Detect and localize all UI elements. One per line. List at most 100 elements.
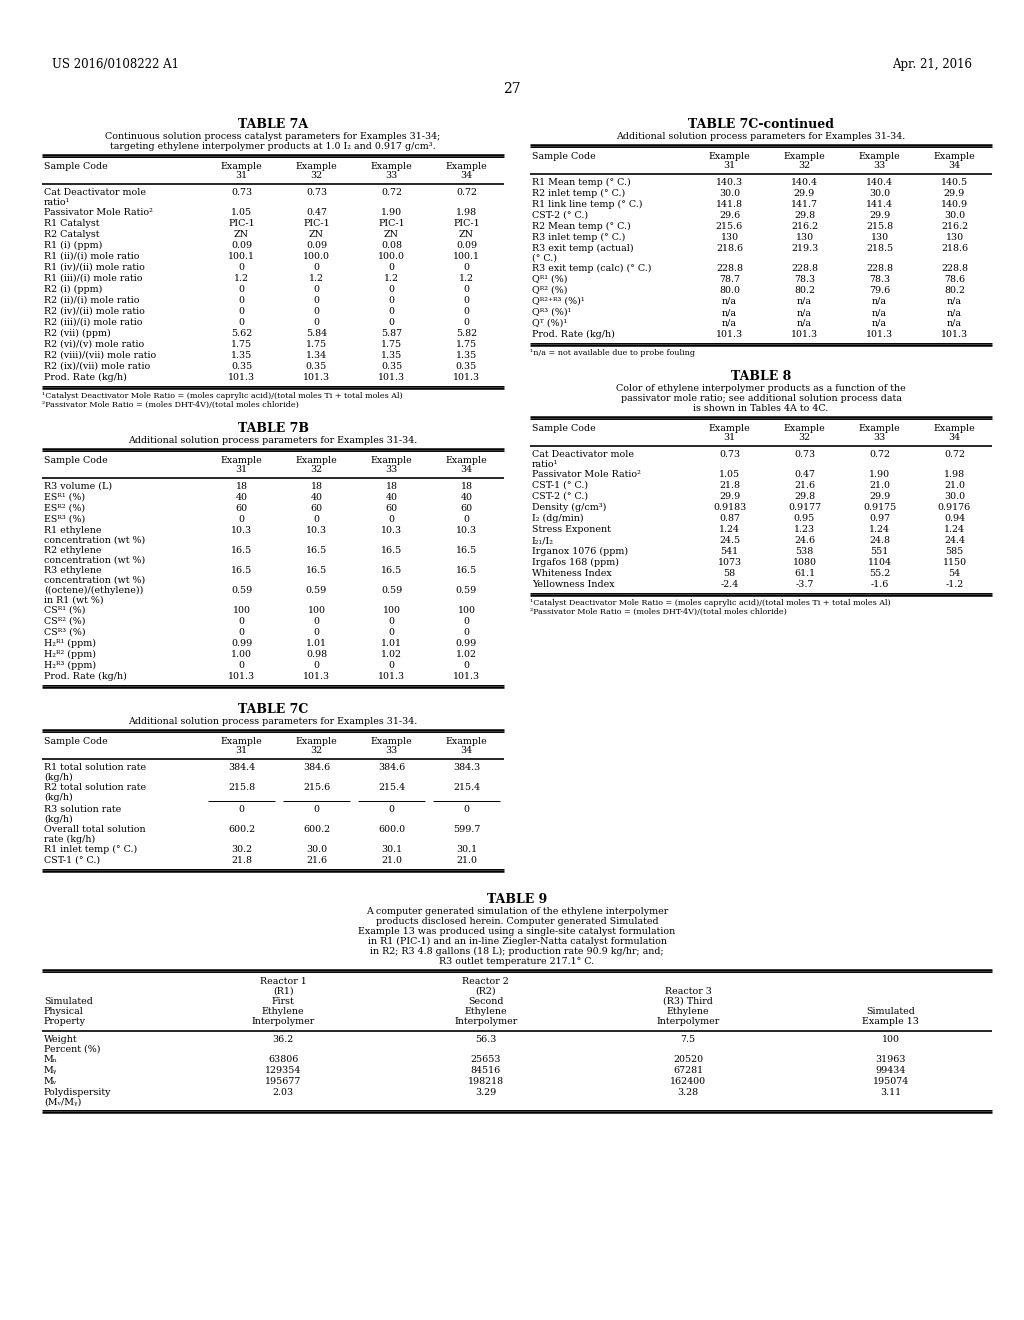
Text: 30.2: 30.2 (231, 845, 252, 854)
Text: Prod. Rate (kg/h): Prod. Rate (kg/h) (44, 672, 127, 681)
Text: 100: 100 (458, 606, 475, 615)
Text: 0: 0 (388, 628, 394, 638)
Text: 5.84: 5.84 (306, 329, 327, 338)
Text: 55.2: 55.2 (869, 569, 890, 578)
Text: Example: Example (859, 424, 900, 433)
Text: R3 exit temp (actual): R3 exit temp (actual) (532, 244, 634, 253)
Text: TABLE 7A: TABLE 7A (238, 117, 308, 131)
Text: 130: 130 (796, 234, 813, 242)
Text: 21.0: 21.0 (944, 480, 965, 490)
Text: 20520: 20520 (673, 1055, 703, 1064)
Text: Example: Example (445, 162, 487, 172)
Text: Example: Example (783, 424, 825, 433)
Text: 140.9: 140.9 (941, 201, 968, 209)
Text: 0.98: 0.98 (306, 649, 327, 659)
Text: 198218: 198218 (468, 1077, 504, 1086)
Text: 21.0: 21.0 (456, 855, 477, 865)
Text: 32: 32 (310, 465, 323, 474)
Text: 600.2: 600.2 (303, 825, 330, 834)
Text: Whiteness Index: Whiteness Index (532, 569, 611, 578)
Text: products disclosed herein. Computer generated Simulated: products disclosed herein. Computer gene… (376, 917, 658, 927)
Text: 0.9183: 0.9183 (713, 503, 746, 512)
Text: 0: 0 (388, 263, 394, 272)
Text: TABLE 7C-continued: TABLE 7C-continued (688, 117, 834, 131)
Text: 0.35: 0.35 (306, 362, 327, 371)
Text: 0.87: 0.87 (719, 513, 740, 523)
Text: 30.0: 30.0 (719, 189, 740, 198)
Text: 78.3: 78.3 (794, 275, 815, 284)
Text: 31: 31 (723, 161, 735, 170)
Text: (kg/h): (kg/h) (44, 814, 73, 824)
Text: Sample Code: Sample Code (44, 455, 108, 465)
Text: 228.8: 228.8 (791, 264, 818, 273)
Text: 140.5: 140.5 (941, 178, 968, 187)
Text: 0: 0 (313, 285, 319, 294)
Text: Physical: Physical (44, 1007, 84, 1016)
Text: 101.3: 101.3 (791, 330, 818, 339)
Text: Example: Example (934, 424, 976, 433)
Text: -1.2: -1.2 (945, 579, 964, 589)
Text: Interpolymer: Interpolymer (252, 1016, 314, 1026)
Text: 141.7: 141.7 (791, 201, 818, 209)
Text: 0: 0 (239, 263, 245, 272)
Text: rate (kg/h): rate (kg/h) (44, 836, 95, 843)
Text: 0: 0 (388, 308, 394, 315)
Text: 25653: 25653 (470, 1055, 501, 1064)
Text: 30.1: 30.1 (381, 845, 402, 854)
Text: n/a: n/a (722, 308, 737, 317)
Text: H₂ᴿ³ (ppm): H₂ᴿ³ (ppm) (44, 661, 96, 671)
Text: in R1 (PIC-1) and an in-line Ziegler-Natta catalyst formulation: in R1 (PIC-1) and an in-line Ziegler-Nat… (368, 937, 667, 946)
Text: CST-2 (° C.): CST-2 (° C.) (532, 492, 588, 502)
Text: 33: 33 (385, 746, 397, 755)
Text: 1.2: 1.2 (234, 275, 249, 282)
Text: 32: 32 (310, 172, 323, 180)
Text: (R3) Third: (R3) Third (664, 997, 713, 1006)
Text: 60: 60 (461, 504, 472, 513)
Text: 5.62: 5.62 (230, 329, 252, 338)
Text: US 2016/0108222 A1: US 2016/0108222 A1 (52, 58, 179, 71)
Text: 0.35: 0.35 (230, 362, 252, 371)
Text: 215.6: 215.6 (303, 783, 330, 792)
Text: 16.5: 16.5 (381, 546, 402, 554)
Text: Sample Code: Sample Code (532, 424, 596, 433)
Text: TABLE 7B: TABLE 7B (238, 422, 308, 436)
Text: 0.72: 0.72 (869, 450, 890, 459)
Text: R1 (i) (ppm): R1 (i) (ppm) (44, 242, 102, 249)
Text: 16.5: 16.5 (230, 546, 252, 554)
Text: R1 link line temp (° C.): R1 link line temp (° C.) (532, 201, 642, 209)
Text: ZN: ZN (234, 230, 249, 239)
Text: TABLE 8: TABLE 8 (731, 370, 792, 383)
Text: 1.34: 1.34 (306, 351, 327, 360)
Text: n/a: n/a (947, 297, 962, 306)
Text: TABLE 7C: TABLE 7C (238, 704, 308, 715)
Text: Example: Example (445, 455, 487, 465)
Text: (R2): (R2) (475, 987, 496, 997)
Text: 100: 100 (232, 606, 251, 615)
Text: 130: 130 (721, 234, 738, 242)
Text: 600.2: 600.2 (228, 825, 255, 834)
Text: 100.0: 100.0 (378, 252, 406, 261)
Text: 0.59: 0.59 (306, 586, 327, 595)
Text: 24.6: 24.6 (794, 536, 815, 545)
Text: Passivator Mole Ratio²: Passivator Mole Ratio² (532, 470, 641, 479)
Text: 215.8: 215.8 (228, 783, 255, 792)
Text: Example: Example (709, 424, 751, 433)
Text: 34: 34 (461, 465, 472, 474)
Text: 0: 0 (464, 805, 469, 814)
Text: Example: Example (934, 152, 976, 161)
Text: 0.72: 0.72 (381, 187, 402, 197)
Text: n/a: n/a (947, 308, 962, 317)
Text: 80.2: 80.2 (794, 286, 815, 294)
Text: 31: 31 (236, 746, 248, 755)
Text: 34: 34 (948, 161, 961, 170)
Text: 0: 0 (313, 308, 319, 315)
Text: n/a: n/a (872, 308, 887, 317)
Text: 141.8: 141.8 (716, 201, 743, 209)
Text: R2 (viii)/(vii) mole ratio: R2 (viii)/(vii) mole ratio (44, 351, 157, 360)
Text: R2 (ii)/(i) mole ratio: R2 (ii)/(i) mole ratio (44, 296, 139, 305)
Text: 33: 33 (385, 172, 397, 180)
Text: ²Passivator Mole Ratio = (moles DHT-4V)/(total moles chloride): ²Passivator Mole Ratio = (moles DHT-4V)/… (530, 609, 786, 616)
Text: Overall total solution: Overall total solution (44, 825, 145, 834)
Text: Example: Example (296, 737, 337, 746)
Text: 16.5: 16.5 (456, 546, 477, 554)
